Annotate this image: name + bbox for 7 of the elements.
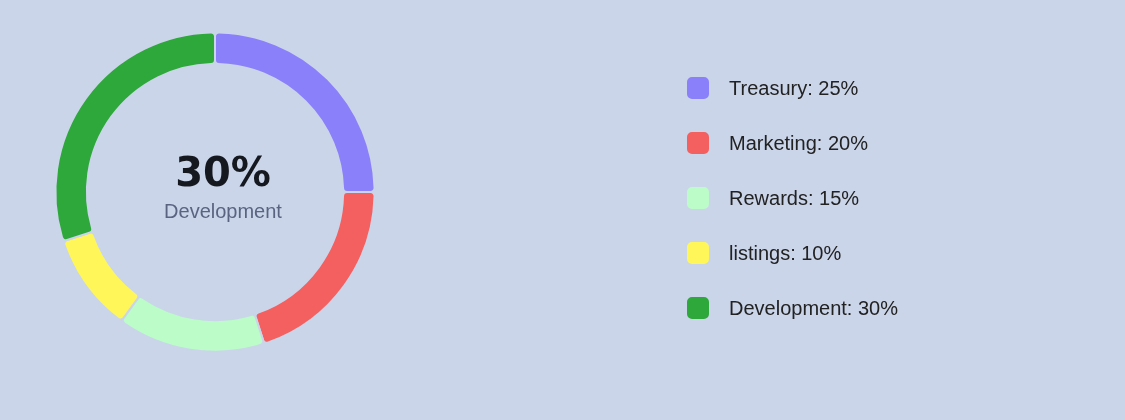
text: 30% [175,149,271,195]
text: Development [164,200,283,222]
legend-label: Treasury: 25% [729,77,859,99]
legend-label: listings: 10% [729,242,842,264]
legend-label: Rewards: 15% [729,187,860,209]
legend-label: Marketing: 20% [729,132,869,154]
legend-label: Development: 30% [729,297,899,319]
